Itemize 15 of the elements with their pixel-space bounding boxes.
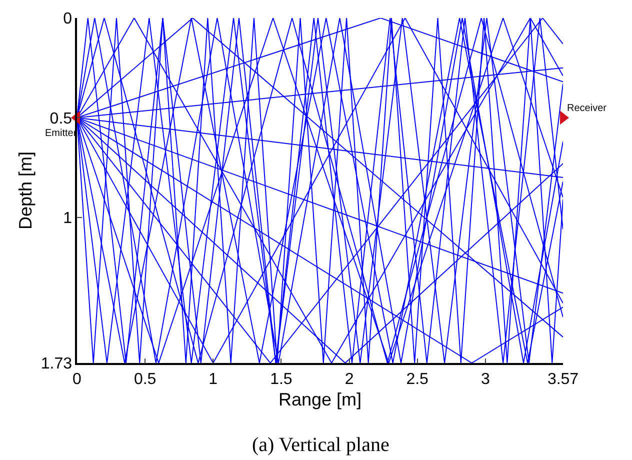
- x-tick-label: 3: [480, 370, 490, 388]
- y-tick-label: 0: [63, 10, 72, 28]
- text: (a) Vertical plane: [252, 434, 390, 456]
- annotation: Receiver: [567, 103, 608, 114]
- y-axis-title: Depth [m]: [16, 151, 36, 230]
- x-tick-label: 0.5: [134, 370, 156, 388]
- x-tick-label: 2: [344, 370, 354, 388]
- x-tick-label: 1: [208, 370, 218, 388]
- x-tick-label: 1.5: [270, 370, 292, 388]
- x-tick-label: 2.5: [406, 370, 429, 388]
- y-tick-label: 1: [63, 210, 72, 228]
- y-tick-label: 1.73: [40, 356, 72, 373]
- x-axis-title: Range [m]: [278, 390, 362, 410]
- y-tick-label: 0.5: [50, 110, 72, 128]
- x-tick-label: 3.57: [547, 370, 579, 388]
